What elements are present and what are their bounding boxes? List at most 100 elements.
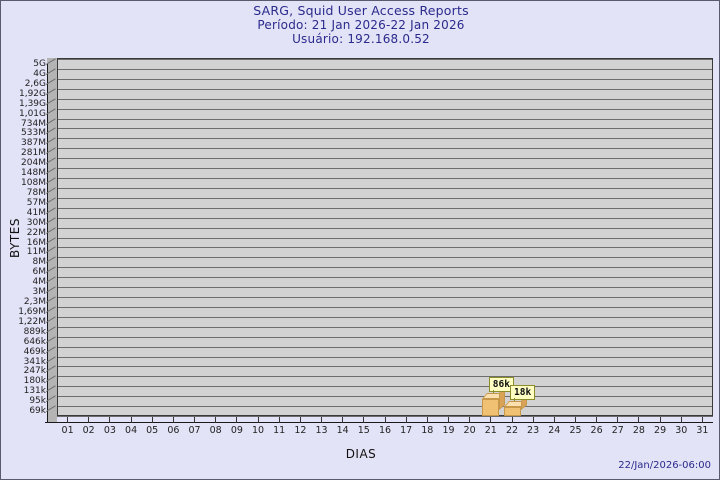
chart-title-block: SARG, Squid User Access Reports Período:… bbox=[1, 3, 719, 47]
gridline bbox=[58, 217, 712, 219]
x-axis-tick-label: 13 bbox=[315, 425, 328, 436]
x-axis-tick-mark bbox=[617, 417, 619, 423]
gridline bbox=[58, 247, 712, 249]
gridline bbox=[58, 158, 712, 160]
bar-front-face bbox=[503, 407, 521, 416]
y-axis-tick-label: 341k bbox=[23, 356, 46, 367]
x-axis-tick-label: 06 bbox=[167, 425, 180, 436]
y-axis-tick-label: 16M bbox=[26, 237, 46, 248]
gridline bbox=[58, 376, 712, 378]
gridline bbox=[58, 128, 712, 130]
x-axis-tick-mark bbox=[363, 417, 365, 423]
x-axis-tick-label: 02 bbox=[82, 425, 95, 436]
bar-front-face bbox=[482, 399, 500, 416]
y-axis-tick-label: 1,69M bbox=[18, 306, 46, 317]
x-axis-tick-label: 31 bbox=[696, 425, 709, 436]
gridline bbox=[58, 118, 712, 120]
x-axis-tick-label: 26 bbox=[590, 425, 603, 436]
x-axis-tick-label: 28 bbox=[632, 425, 645, 436]
gridline bbox=[58, 68, 712, 70]
plot-area-3d bbox=[47, 58, 713, 422]
x-axis-tick-label: 27 bbox=[611, 425, 624, 436]
x-axis-tick-mark bbox=[680, 417, 682, 423]
x-axis-tick-mark bbox=[236, 417, 238, 423]
y-axis-tick-label: 889k bbox=[23, 326, 46, 337]
x-axis-tick-mark bbox=[511, 417, 513, 423]
x-axis-tick-mark bbox=[342, 417, 344, 423]
y-axis-label: BYTES bbox=[8, 218, 22, 258]
x-axis-tick-label: 07 bbox=[188, 425, 201, 436]
x-axis-tick-mark bbox=[215, 417, 217, 423]
gridline bbox=[58, 78, 712, 80]
x-axis-tick-mark bbox=[384, 417, 386, 423]
y-axis-tick-label: 41M bbox=[26, 207, 46, 218]
x-axis-tick-mark bbox=[575, 417, 576, 423]
x-axis-tick-mark bbox=[257, 417, 259, 423]
gridline bbox=[58, 386, 712, 388]
gridline bbox=[58, 148, 712, 150]
x-axis-tick-label: 22 bbox=[505, 425, 519, 436]
gridline bbox=[58, 406, 712, 408]
gridline bbox=[58, 316, 712, 318]
gridline bbox=[58, 168, 712, 170]
y-axis-tick-label: 8M bbox=[32, 257, 47, 268]
gridline bbox=[58, 227, 712, 229]
y-axis-tick-label: 11M bbox=[26, 247, 46, 258]
x-axis-tick-label: 14 bbox=[336, 425, 349, 436]
gridline bbox=[58, 277, 712, 279]
x-axis-tick-label: 09 bbox=[230, 425, 243, 436]
gridline bbox=[58, 197, 712, 199]
gridline bbox=[58, 207, 712, 209]
y-axis-tick-label: 281M bbox=[21, 148, 46, 159]
x-axis-tick-mark bbox=[299, 417, 301, 423]
gridline bbox=[58, 326, 712, 328]
gridline bbox=[58, 287, 712, 289]
y-axis-tick-label: 387M bbox=[21, 138, 46, 149]
y-axis-tick-label: 69k bbox=[29, 406, 46, 417]
y-axis-tick-label: 180k bbox=[23, 376, 46, 387]
y-axis-tick-label: 2,3M bbox=[23, 297, 46, 307]
x-axis-tick-label: 11 bbox=[273, 425, 286, 436]
bar-value-callout-stem bbox=[514, 398, 515, 402]
y-axis-tick-label: 57M bbox=[26, 197, 46, 208]
x-axis-tick-mark bbox=[405, 417, 407, 423]
x-axis-tick-mark bbox=[553, 417, 555, 423]
gridline bbox=[58, 59, 712, 60]
x-axis-tick-label: 30 bbox=[675, 425, 688, 436]
x-axis-tick-label: 08 bbox=[209, 425, 222, 436]
gridline bbox=[58, 356, 712, 358]
y-axis-tick-label: 1,01G bbox=[18, 108, 46, 119]
page-title: SARG, Squid User Access Reports bbox=[253, 3, 469, 18]
x-axis-tick-mark bbox=[278, 417, 280, 423]
gridline bbox=[58, 178, 712, 179]
gridline bbox=[58, 346, 712, 348]
x-axis-tick-mark bbox=[448, 417, 449, 423]
x-axis-line bbox=[45, 422, 713, 423]
gridline bbox=[58, 98, 712, 100]
gridline bbox=[58, 306, 712, 308]
x-axis-label: DIAS bbox=[345, 447, 377, 461]
x-axis-tick-label: 04 bbox=[125, 425, 138, 436]
x-axis-tick-mark bbox=[194, 417, 195, 423]
y-axis-tick-label: 4M bbox=[32, 277, 47, 288]
x-axis-tick-label: 29 bbox=[654, 425, 667, 436]
bar-value-callout: 86k bbox=[488, 377, 514, 393]
x-axis-tick-labels: 01 02 03 04 05 06 07 08 09 10 11 12 13 14 15 16 17 18 19 20… bbox=[1, 425, 719, 439]
gridline bbox=[58, 257, 712, 259]
gridline bbox=[58, 396, 712, 398]
x-axis-tick-mark bbox=[151, 417, 153, 423]
x-axis-tick-mark bbox=[701, 417, 703, 423]
y-axis-tick-label: 1,39G bbox=[18, 98, 46, 109]
x-axis-tick-label: 10 bbox=[251, 425, 265, 436]
x-axis-tick-label: 01 bbox=[61, 425, 74, 436]
y-axis-tick-label: 734M bbox=[21, 118, 46, 129]
x-axis-tick-mark bbox=[172, 417, 174, 423]
y-axis-tick-label: 108M bbox=[21, 178, 46, 188]
y-axis-tick-label: 148M bbox=[21, 168, 46, 179]
x-axis-tick-mark bbox=[67, 417, 69, 423]
gridline bbox=[58, 336, 712, 338]
y-axis-tick-label: 131k bbox=[23, 386, 46, 397]
x-axis-inner-line bbox=[57, 416, 713, 417]
x-axis-tick-mark bbox=[490, 417, 492, 423]
